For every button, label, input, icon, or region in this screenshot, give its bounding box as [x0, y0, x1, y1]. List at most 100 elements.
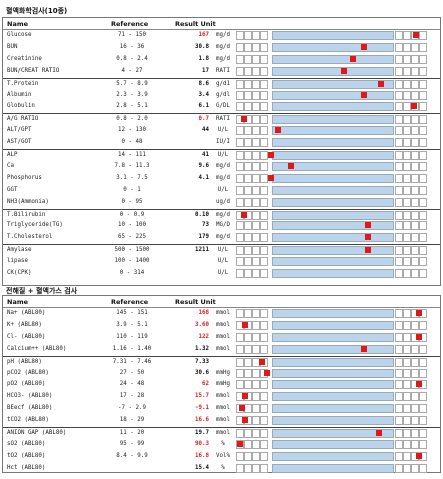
gauge-cell	[395, 344, 403, 354]
normal-range-band	[272, 357, 394, 367]
gauge-cell	[252, 451, 260, 461]
table-row: tCO2 (ABL80) 18 - 29 16.6 mmol	[3, 415, 440, 426]
gauge-cell	[395, 102, 403, 112]
gauge-cell	[403, 233, 411, 243]
gauge-cell	[419, 429, 427, 438]
gauge-cell	[244, 357, 252, 367]
gauge-cell	[403, 161, 411, 171]
gauge-cell	[244, 221, 252, 231]
result-value: 62	[202, 381, 209, 388]
gauge-cell	[419, 210, 427, 220]
reference-range: 14 - 111	[118, 152, 146, 158]
gauge-cell	[403, 102, 411, 112]
result-value: 167	[198, 32, 209, 38]
normal-range-band	[272, 404, 394, 414]
result-unit: mg/d	[216, 43, 230, 50]
result-unit: g/dl	[216, 91, 230, 98]
gauge-cell	[411, 173, 419, 183]
test-name: GGT	[7, 186, 18, 193]
gauge-cell	[403, 138, 411, 148]
header-reference: Reference	[111, 298, 149, 306]
test-name: BEecf (ABL80)	[7, 405, 53, 412]
gauge-cell	[244, 42, 252, 52]
gauge-cell	[260, 320, 268, 330]
normal-range-band	[272, 380, 394, 390]
test-name: ALT/GPT	[7, 127, 32, 134]
gauge-cell	[260, 344, 268, 354]
result-value: 6.1	[198, 103, 209, 110]
gauge-cell	[419, 66, 427, 76]
gauge-cell	[252, 90, 260, 100]
gauge-cell	[395, 126, 403, 136]
gauge-cell	[419, 246, 427, 256]
gauge-cell	[411, 269, 419, 278]
gauge-cell	[395, 368, 403, 378]
reference-range: 5.7 - 8.9	[116, 80, 148, 87]
result-unit: mg/d	[216, 211, 230, 218]
normal-range-band	[272, 54, 394, 64]
gauge-cell	[395, 463, 403, 473]
result-unit: U/L	[217, 270, 229, 276]
gauge-cell	[260, 31, 268, 40]
gauge-cell	[252, 79, 260, 89]
gauge-cell	[260, 380, 268, 390]
gauge-cell	[411, 416, 419, 426]
table-row: Globulin 2.8 - 5.1 6.1 G/DL	[3, 101, 440, 112]
gauge-cell	[252, 332, 260, 342]
table-header: Name Reference Result Unit	[3, 18, 440, 30]
gauge-cell	[236, 185, 244, 195]
reference-range: 16 - 36	[119, 43, 145, 50]
table-row: Triglyceride(TG) 10 - 100 73 MG/D	[3, 220, 440, 231]
gauge-cell	[236, 197, 244, 207]
gauge-cell	[419, 161, 427, 171]
result-marker	[268, 174, 274, 181]
gauge-cell	[419, 357, 427, 367]
gauge-cell	[403, 90, 411, 100]
gauge-cell	[244, 173, 252, 183]
result-value: 9.6	[198, 162, 209, 169]
gauge-cell	[403, 31, 411, 40]
gauge-cell	[419, 173, 427, 183]
table-row: K+ (ABL80) 3.9 - 5.1 3.60 mmol	[3, 320, 440, 331]
result-value: 7.33	[195, 358, 209, 365]
gauge-cell	[395, 332, 403, 342]
result-marker	[365, 234, 371, 241]
gauge-cell	[395, 31, 403, 40]
test-name: T.Protein	[7, 80, 39, 87]
gauge-cell	[395, 257, 403, 267]
gauge-cell	[395, 269, 403, 278]
normal-range-band	[272, 151, 394, 160]
gauge-cell	[419, 439, 427, 449]
reference-range: 0 - 314	[119, 270, 145, 276]
gauge-cell	[236, 380, 244, 390]
result-marker	[275, 127, 281, 134]
result-unit: mmHg	[216, 381, 230, 388]
result-unit: U/L	[217, 152, 229, 158]
test-name: Ca	[7, 162, 14, 169]
gauge-cell	[252, 151, 260, 160]
gauge-cell	[260, 210, 268, 220]
gauge-cell	[419, 151, 427, 160]
reference-range: 3.1 - 7.5	[116, 174, 148, 181]
result-marker	[268, 152, 274, 158]
reference-range: 95 - 99	[119, 440, 145, 447]
gauge-cell	[252, 246, 260, 256]
table-row: Glucose 71 - 150 167 mg/d	[3, 30, 440, 41]
table-row: A/G RATIO 0.8 - 2.0 0.7 RATI	[3, 113, 440, 125]
table-row: tO2 (ABL80) 8.4 - 9.9 16.8 Vol%	[3, 451, 440, 462]
gauge-cell	[244, 197, 252, 207]
header-reference: Reference	[111, 20, 149, 28]
gauge-cell	[395, 392, 403, 402]
gauge-cell	[236, 102, 244, 112]
gauge-cell	[260, 161, 268, 171]
gauge-cell	[236, 66, 244, 76]
table-row: ANION GAP (ABL80) 11 - 20 19.7 mmol	[3, 427, 440, 439]
gauge-cell	[260, 102, 268, 112]
table-row: Na+ (ABL80) 145 - 151 168 mmol	[3, 308, 440, 319]
gauge-cell	[252, 66, 260, 76]
gauge-cell	[244, 66, 252, 76]
normal-range-band	[272, 439, 394, 449]
reference-range: 4 - 27	[121, 67, 143, 74]
gauge-cell	[260, 115, 268, 125]
gauge-cell	[244, 102, 252, 112]
